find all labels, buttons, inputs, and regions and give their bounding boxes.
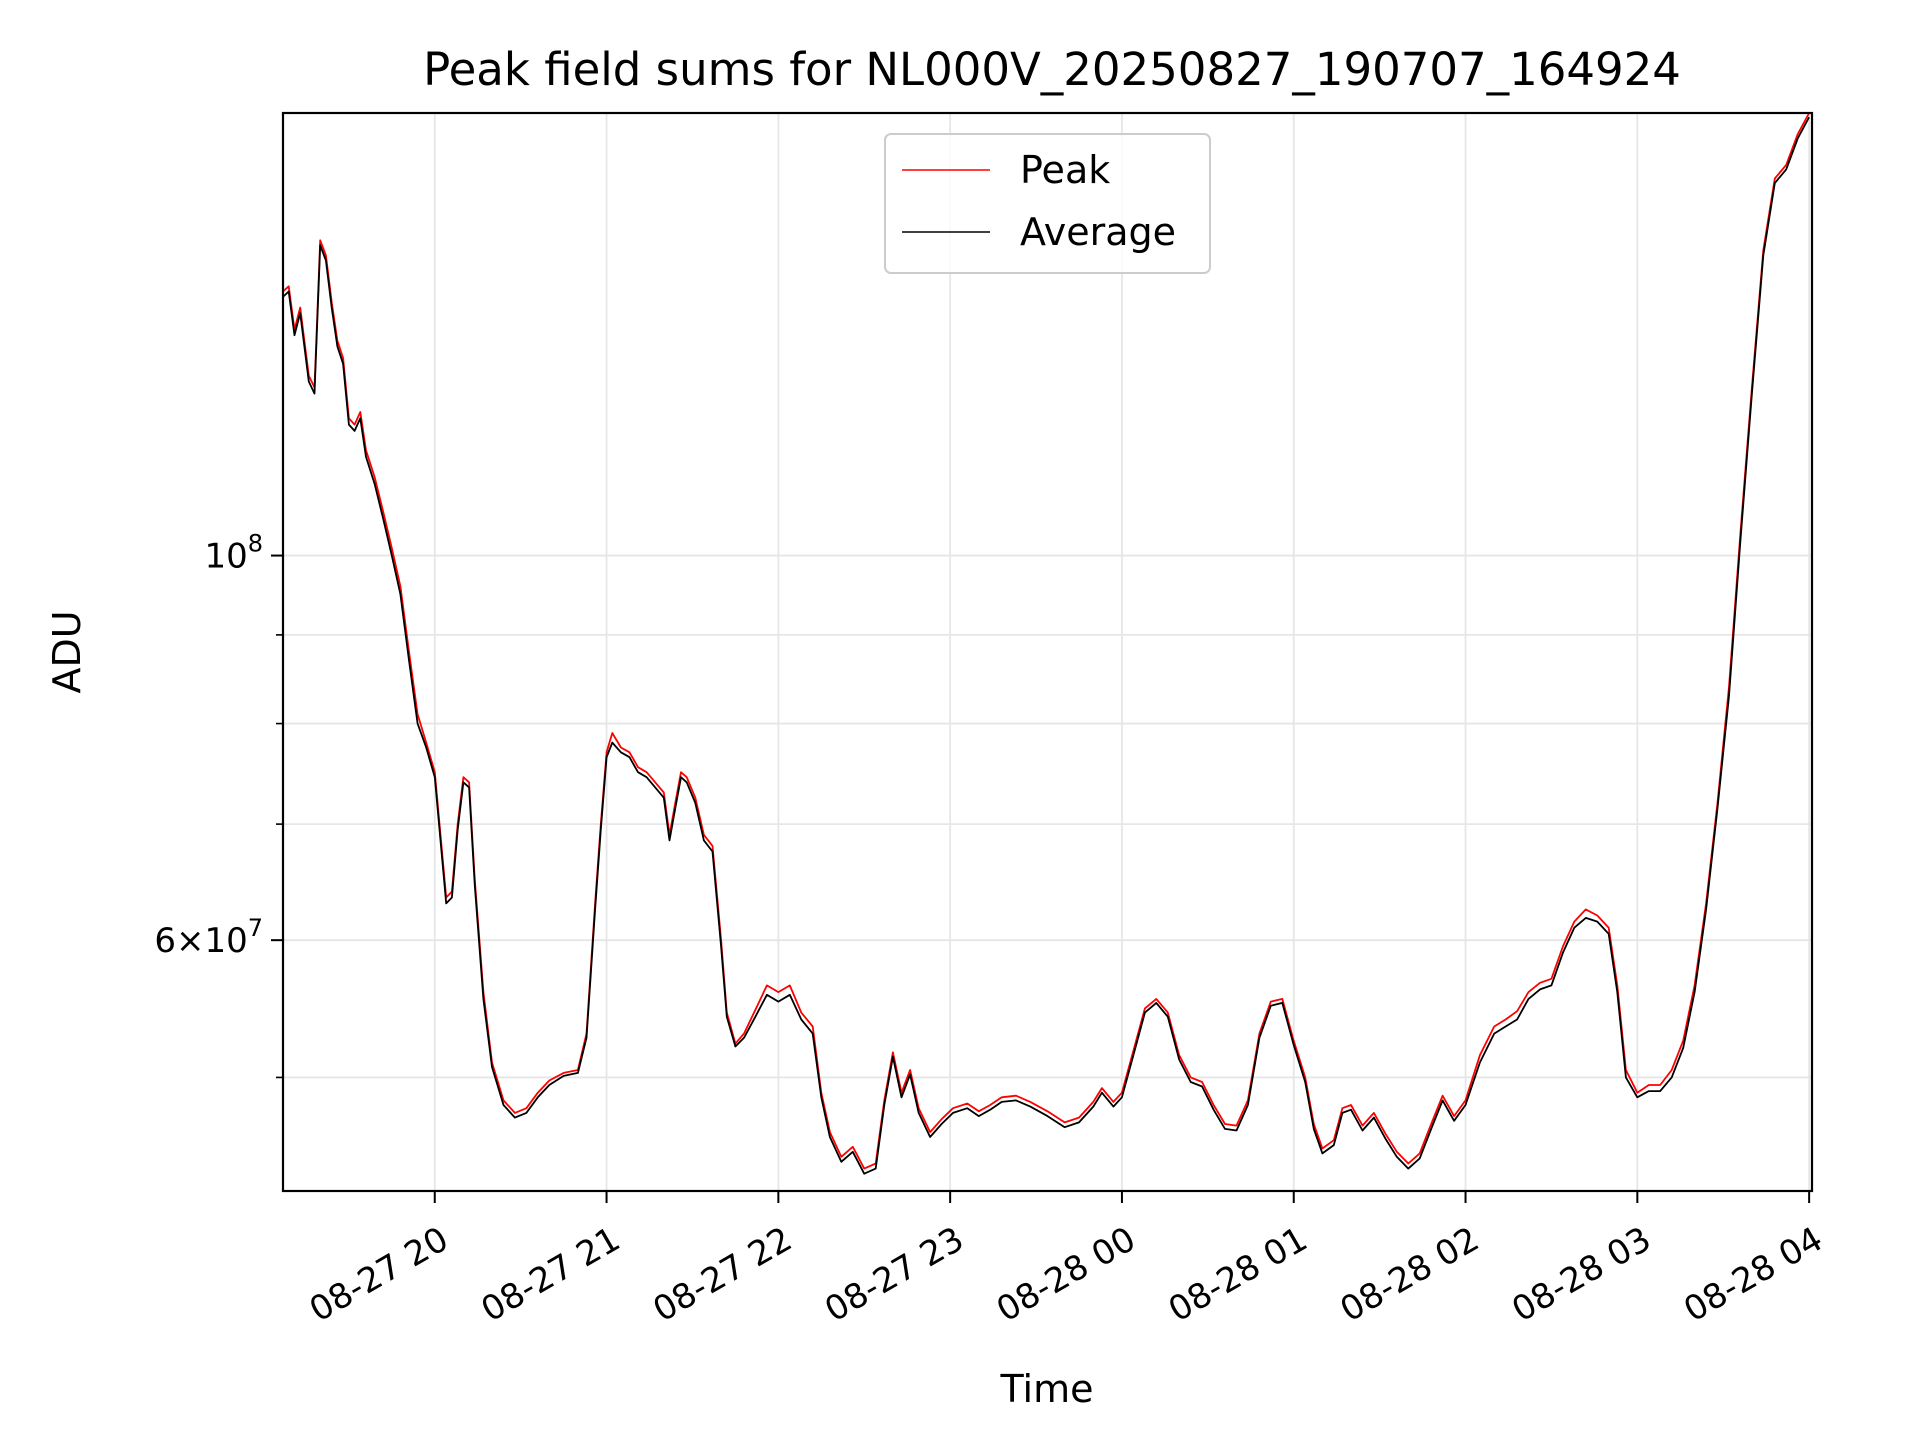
grid <box>283 113 1812 1191</box>
series-line-average <box>282 116 1810 1175</box>
legend-label-peak: Peak <box>1020 148 1110 192</box>
y-axis-label: ADU <box>45 610 89 693</box>
y-tick-label: 6×107 <box>154 914 263 961</box>
chart-title: Peak field sums for NL000V_20250827_1907… <box>423 43 1681 96</box>
series-layer <box>282 112 1810 1175</box>
y-axis-ticks: 108 6×107 <box>154 530 283 1079</box>
plot-frame <box>281 111 1814 1193</box>
legend: Peak Average <box>884 133 1211 274</box>
legend-label-average: Average <box>1020 210 1176 254</box>
x-axis-label: Time <box>1000 1367 1094 1411</box>
legend-box <box>884 133 1211 274</box>
y-tick-label: 108 <box>204 530 263 577</box>
